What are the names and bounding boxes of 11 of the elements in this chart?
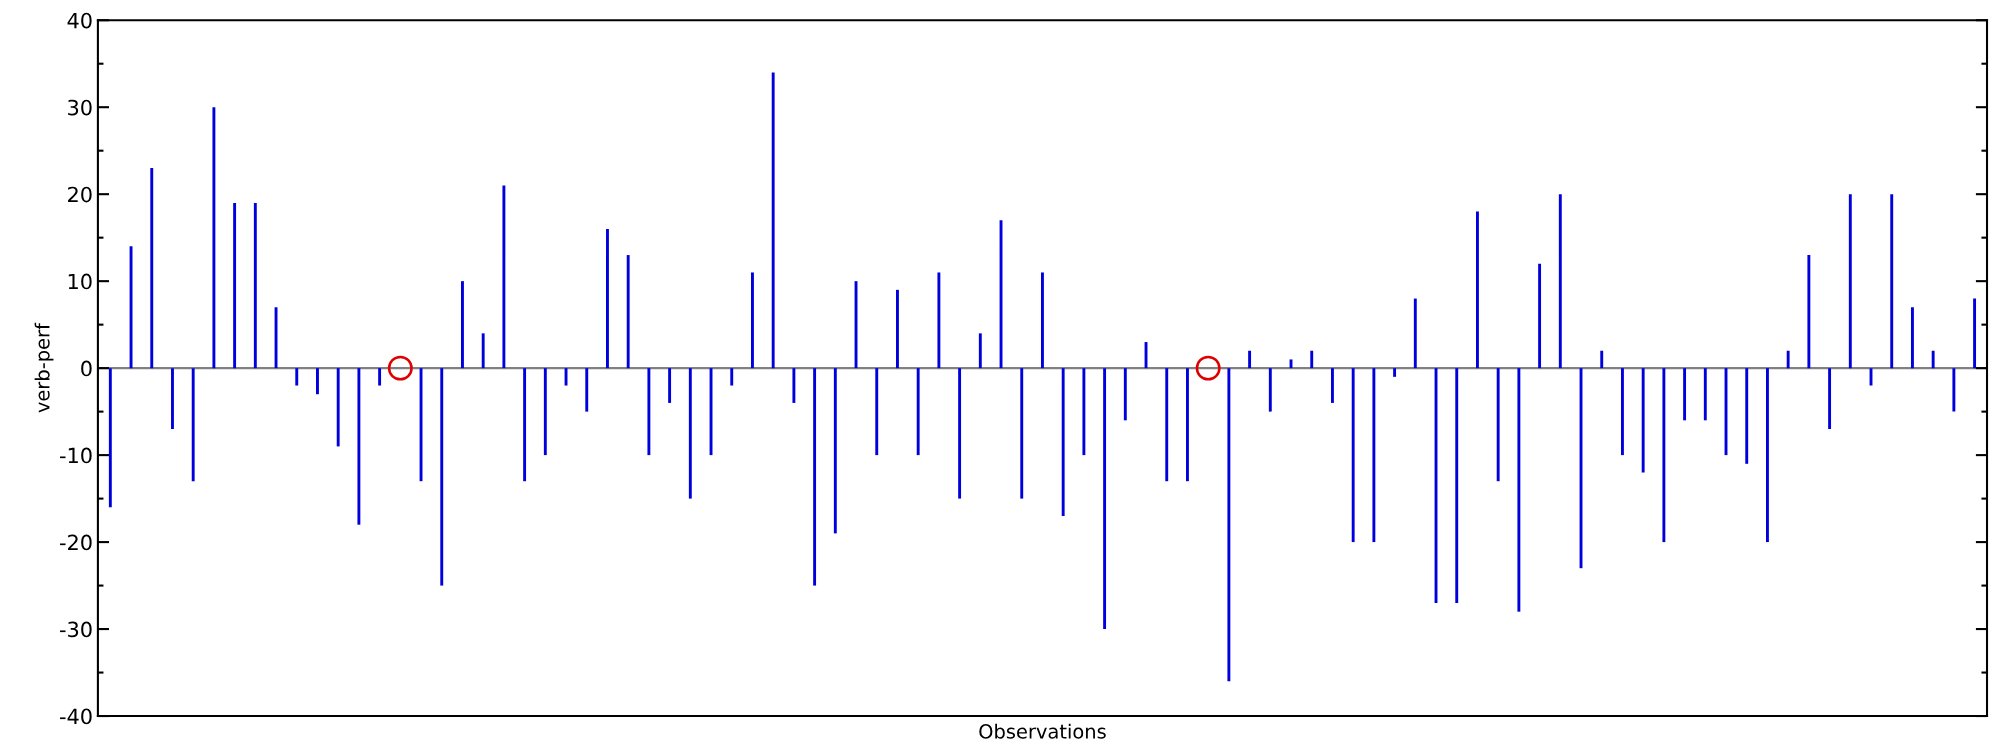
- y-tick-label: -30: [60, 621, 92, 638]
- y-tick-label: -10: [60, 447, 92, 464]
- y-tick-label: 30: [68, 99, 92, 116]
- x-axis-title: Observations: [979, 723, 1106, 739]
- y-tick-label: -40: [60, 708, 92, 725]
- y-tick-label: 0: [81, 360, 92, 377]
- y-tick-label: 10: [68, 273, 92, 290]
- y-tick-label: 20: [68, 186, 92, 203]
- y-tick-label: 40: [67, 12, 92, 29]
- y-axis-title: verb-perf: [34, 322, 54, 413]
- y-tick-label: -20: [60, 534, 92, 551]
